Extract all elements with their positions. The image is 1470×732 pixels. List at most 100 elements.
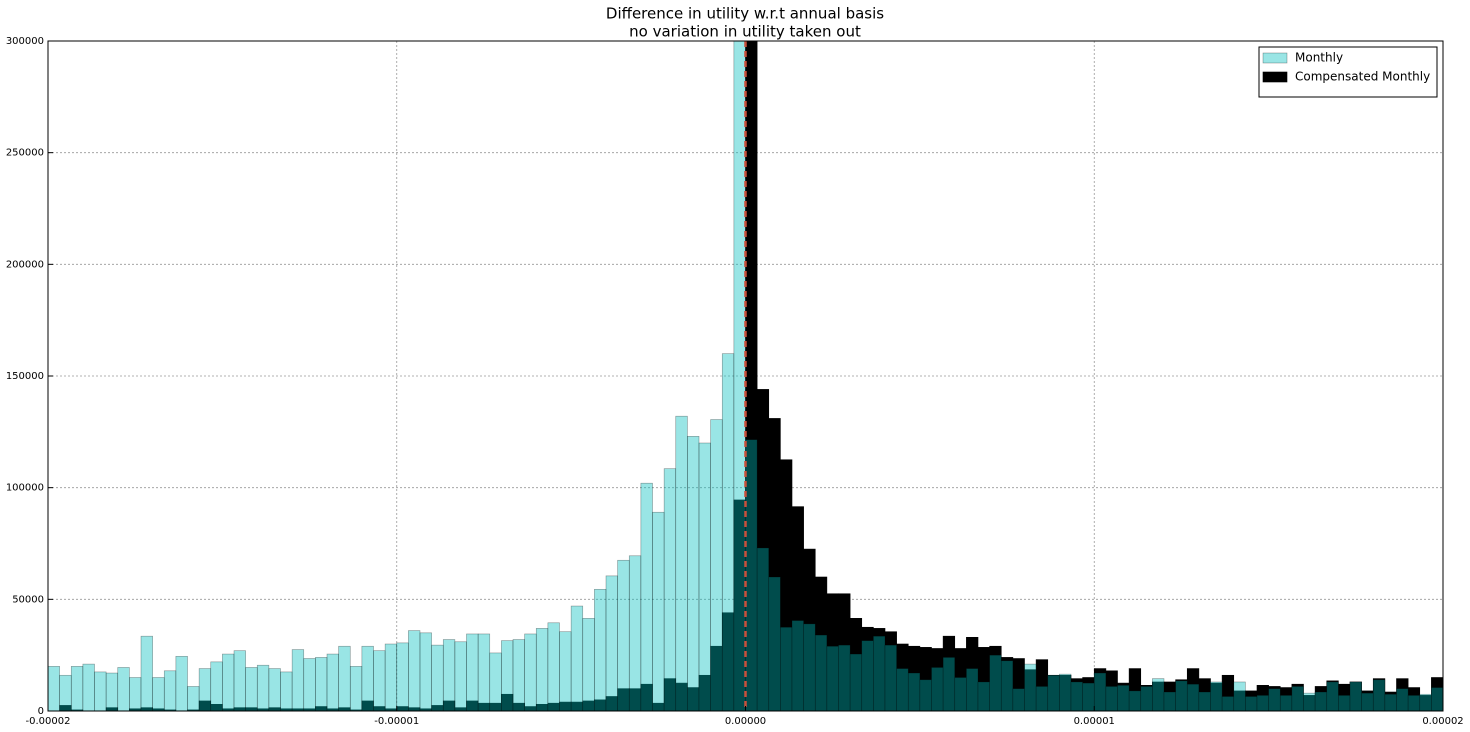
histogram-bar [896,668,909,711]
x-tick-label: -0.00001 [374,716,419,727]
histogram-bar [931,667,944,711]
histogram-bar [1059,673,1072,711]
histogram-bar [884,644,897,711]
legend: Monthly Compensated Monthly [1258,46,1438,98]
legend-swatch [1262,52,1288,64]
histogram-bar [303,658,316,711]
y-tick-label: 300000 [6,36,44,47]
histogram-bar [745,439,758,711]
histogram-bar [1198,691,1211,711]
histogram-bar [210,661,223,711]
histogram-bar [605,575,618,711]
histogram-bar [105,672,119,711]
legend-swatch [1262,71,1288,83]
histogram-bar [338,707,351,711]
histogram-bar [48,666,60,711]
histogram-bar [1186,683,1200,711]
histogram-bar [70,709,84,711]
histogram-bar [175,655,188,711]
histogram-bar [826,645,839,711]
histogram-bar [419,632,432,711]
histogram-bar [326,653,339,711]
chart-subtitle: no variation in utility taken out [629,23,861,41]
histogram-bar [1082,682,1095,711]
histogram-bar [501,640,514,711]
histogram-bar [338,645,351,711]
histogram-bar [768,576,781,711]
histogram-bar [710,419,723,711]
histogram-bar [907,672,921,711]
histogram-bar [59,674,72,711]
histogram-bar [1396,688,1409,711]
histogram-bar [59,705,72,711]
histogram-bar [70,666,84,711]
histogram-bar [942,657,956,711]
histogram-bar [384,643,398,711]
histogram-bar [756,547,770,711]
histogram-bar [628,555,642,711]
histogram-bar [594,588,607,711]
histogram-bar [559,631,572,711]
histogram-bar [570,605,584,711]
x-tick-label: 0.00000 [725,716,766,727]
histogram-bar [1256,695,1269,711]
histogram-bar [977,681,990,711]
histogram-bar [1128,690,1142,711]
y-tick-label: 0 [38,706,44,717]
histogram-bar [361,645,374,711]
histogram-bar [256,664,270,711]
histogram-bar [1047,674,1060,711]
histogram-bar [1024,663,1037,711]
histogram-bar [361,700,374,711]
y-tick-label: 100000 [6,483,44,494]
histogram-bar [373,650,386,711]
histogram-bar [966,668,979,711]
histogram-bar [1245,696,1258,711]
y-tick-label: 150000 [6,371,44,382]
histogram-bar [315,657,328,711]
histogram-bar [163,670,177,711]
histogram-bar [1233,681,1246,711]
histogram-bar [1210,681,1223,711]
histogram-bar [1268,688,1281,711]
histogram-bar [1140,686,1153,711]
histogram-bar [408,630,421,711]
histogram-bar [861,640,874,711]
histogram-bar [501,693,514,711]
histogram-bar [222,653,235,711]
x-tick-label: -0.00002 [26,716,71,727]
histogram-bar [245,667,258,711]
histogram-bar [1314,691,1328,711]
histogram-bar [954,677,967,711]
histogram-bar [1163,691,1176,711]
histogram-bar [442,700,456,711]
histogram-bar [94,671,107,711]
histogram-bar [652,511,665,711]
histogram-bar [1349,681,1362,711]
histogram-bar [873,635,886,711]
histogram-bar [1105,686,1118,711]
histogram-bar [442,639,456,711]
legend-label: Monthly [1295,51,1343,65]
histogram-bar [466,633,479,711]
histogram-bar [233,650,246,711]
legend-box [1258,46,1438,98]
histogram-bar [1152,678,1165,711]
histogram-bar [1117,685,1130,711]
histogram-bar [477,633,491,711]
histogram-bar [489,652,502,711]
histogram-bar [1419,693,1432,711]
histogram-bar [1361,692,1374,711]
histogram-bar [1035,686,1049,711]
histogram-bar [989,654,1002,711]
histogram-bar [849,653,863,711]
histogram-bar [454,641,467,711]
histogram-bar [1407,695,1421,711]
bars [48,41,1443,711]
histogram-bar [140,635,153,711]
histogram-bar [721,353,735,711]
histogram-bar [733,41,746,711]
histogram-bar [163,709,177,711]
histogram-bar [1303,692,1316,711]
